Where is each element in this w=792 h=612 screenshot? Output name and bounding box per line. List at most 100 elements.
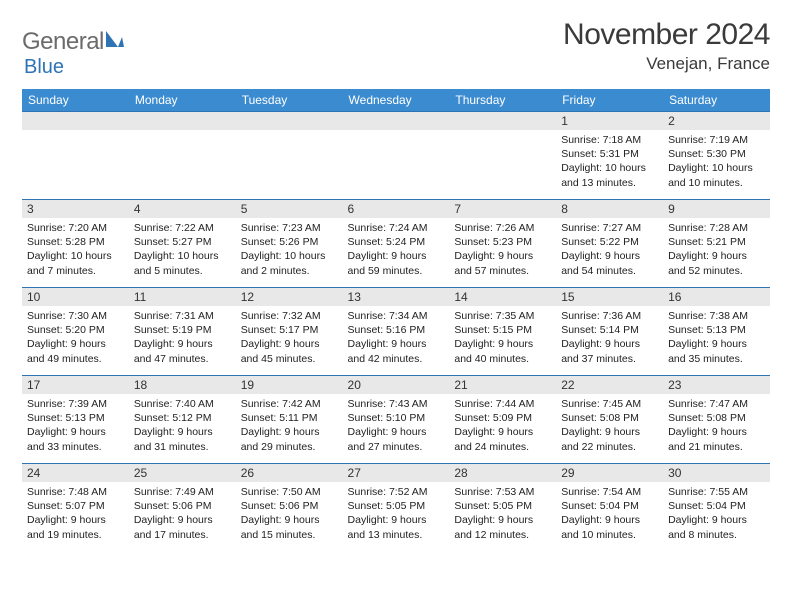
day-detail: Sunrise: 7:28 AMSunset: 5:21 PMDaylight:… bbox=[663, 218, 770, 282]
calendar-day-cell: 21Sunrise: 7:44 AMSunset: 5:09 PMDayligh… bbox=[449, 376, 556, 464]
sunset-text: Sunset: 5:19 PM bbox=[134, 323, 231, 337]
sunset-text: Sunset: 5:31 PM bbox=[561, 147, 658, 161]
daylight-text: Daylight: 9 hours and 24 minutes. bbox=[454, 425, 551, 453]
daylight-text: Daylight: 10 hours and 10 minutes. bbox=[668, 161, 765, 189]
day-number: 5 bbox=[236, 200, 343, 218]
sunset-text: Sunset: 5:06 PM bbox=[241, 499, 338, 513]
sunset-text: Sunset: 5:23 PM bbox=[454, 235, 551, 249]
sunset-text: Sunset: 5:05 PM bbox=[454, 499, 551, 513]
sunrise-text: Sunrise: 7:42 AM bbox=[241, 397, 338, 411]
day-detail: Sunrise: 7:36 AMSunset: 5:14 PMDaylight:… bbox=[556, 306, 663, 370]
day-detail: Sunrise: 7:30 AMSunset: 5:20 PMDaylight:… bbox=[22, 306, 129, 370]
calendar-day-cell: 26Sunrise: 7:50 AMSunset: 5:06 PMDayligh… bbox=[236, 464, 343, 552]
day-number: 14 bbox=[449, 288, 556, 306]
sunset-text: Sunset: 5:15 PM bbox=[454, 323, 551, 337]
sunrise-text: Sunrise: 7:48 AM bbox=[27, 485, 124, 499]
day-number: 24 bbox=[22, 464, 129, 482]
calendar-week-row: 10Sunrise: 7:30 AMSunset: 5:20 PMDayligh… bbox=[22, 288, 770, 376]
sunset-text: Sunset: 5:26 PM bbox=[241, 235, 338, 249]
sunrise-text: Sunrise: 7:32 AM bbox=[241, 309, 338, 323]
calendar-day-cell bbox=[343, 112, 450, 200]
calendar-day-cell: 18Sunrise: 7:40 AMSunset: 5:12 PMDayligh… bbox=[129, 376, 236, 464]
day-detail: Sunrise: 7:47 AMSunset: 5:08 PMDaylight:… bbox=[663, 394, 770, 458]
weekday-header: Saturday bbox=[663, 89, 770, 112]
day-number: 29 bbox=[556, 464, 663, 482]
day-detail: Sunrise: 7:44 AMSunset: 5:09 PMDaylight:… bbox=[449, 394, 556, 458]
daylight-text: Daylight: 9 hours and 31 minutes. bbox=[134, 425, 231, 453]
calendar-day-cell: 27Sunrise: 7:52 AMSunset: 5:05 PMDayligh… bbox=[343, 464, 450, 552]
daylight-text: Daylight: 9 hours and 37 minutes. bbox=[561, 337, 658, 365]
sail-icon bbox=[104, 29, 126, 54]
sunset-text: Sunset: 5:10 PM bbox=[348, 411, 445, 425]
sunrise-text: Sunrise: 7:55 AM bbox=[668, 485, 765, 499]
daylight-text: Daylight: 9 hours and 13 minutes. bbox=[348, 513, 445, 541]
sunset-text: Sunset: 5:07 PM bbox=[27, 499, 124, 513]
sunset-text: Sunset: 5:24 PM bbox=[348, 235, 445, 249]
weekday-header: Monday bbox=[129, 89, 236, 112]
calendar-day-cell: 14Sunrise: 7:35 AMSunset: 5:15 PMDayligh… bbox=[449, 288, 556, 376]
sunrise-text: Sunrise: 7:26 AM bbox=[454, 221, 551, 235]
daylight-text: Daylight: 9 hours and 21 minutes. bbox=[668, 425, 765, 453]
day-number: 2 bbox=[663, 112, 770, 130]
day-detail: Sunrise: 7:54 AMSunset: 5:04 PMDaylight:… bbox=[556, 482, 663, 546]
sunset-text: Sunset: 5:04 PM bbox=[668, 499, 765, 513]
weekday-header-row: SundayMondayTuesdayWednesdayThursdayFrid… bbox=[22, 89, 770, 112]
day-detail: Sunrise: 7:23 AMSunset: 5:26 PMDaylight:… bbox=[236, 218, 343, 282]
day-number: 3 bbox=[22, 200, 129, 218]
daylight-text: Daylight: 9 hours and 33 minutes. bbox=[27, 425, 124, 453]
day-number: 26 bbox=[236, 464, 343, 482]
day-number: 12 bbox=[236, 288, 343, 306]
sunrise-text: Sunrise: 7:39 AM bbox=[27, 397, 124, 411]
day-detail: Sunrise: 7:18 AMSunset: 5:31 PMDaylight:… bbox=[556, 130, 663, 194]
calendar-day-cell bbox=[236, 112, 343, 200]
daylight-text: Daylight: 9 hours and 47 minutes. bbox=[134, 337, 231, 365]
daylight-text: Daylight: 9 hours and 22 minutes. bbox=[561, 425, 658, 453]
sunrise-text: Sunrise: 7:38 AM bbox=[668, 309, 765, 323]
calendar-day-cell: 13Sunrise: 7:34 AMSunset: 5:16 PMDayligh… bbox=[343, 288, 450, 376]
sunrise-text: Sunrise: 7:45 AM bbox=[561, 397, 658, 411]
daylight-text: Daylight: 9 hours and 35 minutes. bbox=[668, 337, 765, 365]
daylight-text: Daylight: 9 hours and 29 minutes. bbox=[241, 425, 338, 453]
daylight-text: Daylight: 9 hours and 40 minutes. bbox=[454, 337, 551, 365]
calendar-day-cell: 10Sunrise: 7:30 AMSunset: 5:20 PMDayligh… bbox=[22, 288, 129, 376]
daylight-text: Daylight: 9 hours and 45 minutes. bbox=[241, 337, 338, 365]
day-detail: Sunrise: 7:31 AMSunset: 5:19 PMDaylight:… bbox=[129, 306, 236, 370]
daylight-text: Daylight: 9 hours and 52 minutes. bbox=[668, 249, 765, 277]
day-detail: Sunrise: 7:43 AMSunset: 5:10 PMDaylight:… bbox=[343, 394, 450, 458]
weekday-header: Thursday bbox=[449, 89, 556, 112]
page-title: November 2024 bbox=[563, 18, 770, 52]
day-number: 18 bbox=[129, 376, 236, 394]
day-number-band-empty bbox=[236, 112, 343, 130]
daylight-text: Daylight: 10 hours and 7 minutes. bbox=[27, 249, 124, 277]
sunset-text: Sunset: 5:04 PM bbox=[561, 499, 658, 513]
sunset-text: Sunset: 5:13 PM bbox=[27, 411, 124, 425]
day-number-band-empty bbox=[343, 112, 450, 130]
calendar-day-cell: 25Sunrise: 7:49 AMSunset: 5:06 PMDayligh… bbox=[129, 464, 236, 552]
daylight-text: Daylight: 9 hours and 10 minutes. bbox=[561, 513, 658, 541]
day-detail: Sunrise: 7:55 AMSunset: 5:04 PMDaylight:… bbox=[663, 482, 770, 546]
day-number: 9 bbox=[663, 200, 770, 218]
sunset-text: Sunset: 5:14 PM bbox=[561, 323, 658, 337]
logo-word2: Blue bbox=[24, 56, 64, 78]
calendar-week-row: 3Sunrise: 7:20 AMSunset: 5:28 PMDaylight… bbox=[22, 200, 770, 288]
calendar-table: SundayMondayTuesdayWednesdayThursdayFrid… bbox=[22, 89, 770, 552]
day-number: 4 bbox=[129, 200, 236, 218]
weekday-header: Tuesday bbox=[236, 89, 343, 112]
sunrise-text: Sunrise: 7:22 AM bbox=[134, 221, 231, 235]
sunset-text: Sunset: 5:22 PM bbox=[561, 235, 658, 249]
sunset-text: Sunset: 5:09 PM bbox=[454, 411, 551, 425]
calendar-day-cell: 15Sunrise: 7:36 AMSunset: 5:14 PMDayligh… bbox=[556, 288, 663, 376]
weekday-header: Wednesday bbox=[343, 89, 450, 112]
calendar-day-cell bbox=[129, 112, 236, 200]
day-detail: Sunrise: 7:52 AMSunset: 5:05 PMDaylight:… bbox=[343, 482, 450, 546]
logo: General Blue bbox=[22, 18, 126, 79]
sunrise-text: Sunrise: 7:47 AM bbox=[668, 397, 765, 411]
day-detail: Sunrise: 7:34 AMSunset: 5:16 PMDaylight:… bbox=[343, 306, 450, 370]
calendar-day-cell: 1Sunrise: 7:18 AMSunset: 5:31 PMDaylight… bbox=[556, 112, 663, 200]
calendar-day-cell: 7Sunrise: 7:26 AMSunset: 5:23 PMDaylight… bbox=[449, 200, 556, 288]
calendar-day-cell: 9Sunrise: 7:28 AMSunset: 5:21 PMDaylight… bbox=[663, 200, 770, 288]
sunset-text: Sunset: 5:27 PM bbox=[134, 235, 231, 249]
sunrise-text: Sunrise: 7:27 AM bbox=[561, 221, 658, 235]
day-number: 15 bbox=[556, 288, 663, 306]
calendar-day-cell: 12Sunrise: 7:32 AMSunset: 5:17 PMDayligh… bbox=[236, 288, 343, 376]
